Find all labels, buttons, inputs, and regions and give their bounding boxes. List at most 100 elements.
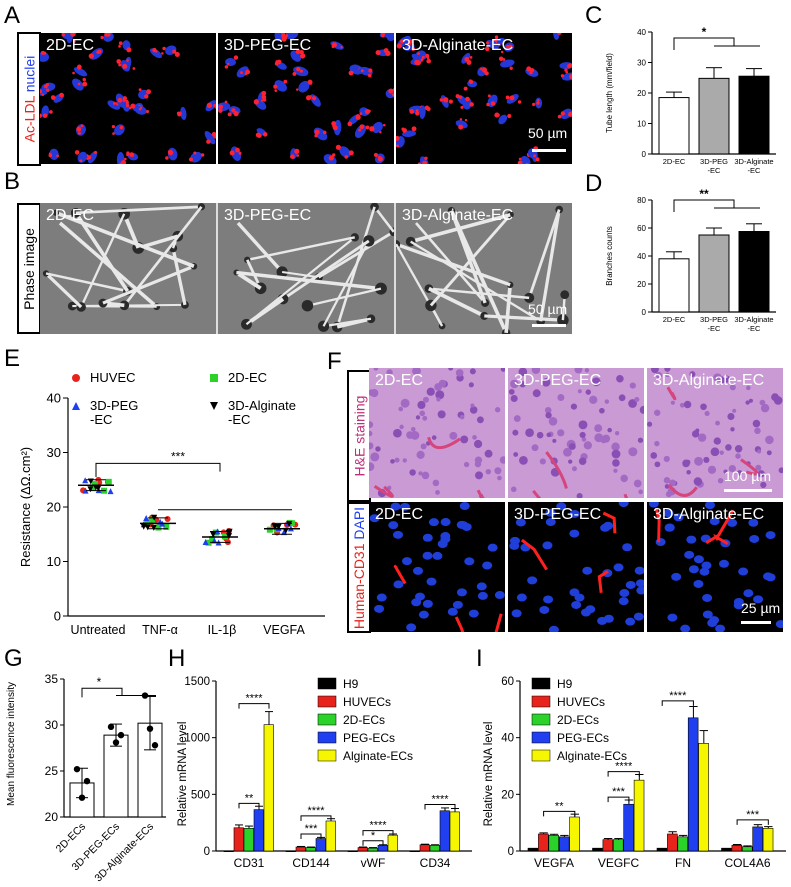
data-point bbox=[72, 374, 80, 382]
ldl-mark bbox=[500, 50, 504, 54]
significance-bracket bbox=[238, 703, 270, 709]
significance-bracket bbox=[607, 796, 630, 803]
he-nucleus-mark bbox=[583, 441, 592, 450]
ldl-mark bbox=[224, 100, 228, 104]
data-point bbox=[78, 794, 86, 801]
ldl-mark bbox=[448, 99, 453, 104]
ldl-mark bbox=[41, 93, 45, 97]
he-nucleus-mark bbox=[730, 427, 735, 432]
ldl-mark bbox=[299, 69, 303, 73]
nucleus-mark bbox=[487, 94, 498, 108]
he-nucleus-mark bbox=[484, 449, 493, 458]
dapi-nucleus-mark bbox=[693, 555, 704, 564]
he-nucleus-mark bbox=[594, 433, 604, 443]
ldl-mark bbox=[227, 112, 232, 117]
ldl-mark bbox=[505, 95, 510, 100]
dapi-nucleus-mark bbox=[699, 567, 710, 576]
significance-stars: ** bbox=[245, 792, 254, 804]
ldl-mark bbox=[466, 59, 472, 65]
he-nucleus-mark bbox=[571, 466, 577, 472]
y-tick-label: 80 bbox=[637, 196, 646, 205]
data-point bbox=[83, 777, 91, 785]
dapi-nucleus-mark bbox=[663, 509, 674, 518]
he-nucleus-mark bbox=[449, 431, 458, 440]
ldl-mark bbox=[235, 147, 240, 153]
bar bbox=[687, 717, 699, 852]
he-nucleus-mark bbox=[728, 464, 736, 473]
dapi-nucleus-mark bbox=[571, 600, 582, 609]
dapi-nucleus-mark bbox=[374, 604, 385, 613]
he-nucleus-mark bbox=[485, 468, 492, 475]
panel-a-image-alginate bbox=[396, 33, 572, 164]
ldl-mark bbox=[533, 154, 537, 158]
he-nucleus-mark bbox=[778, 467, 783, 474]
ldl-mark bbox=[82, 77, 86, 82]
he-nucleus-mark bbox=[394, 457, 400, 463]
dapi-nucleus-mark bbox=[426, 577, 437, 586]
ldl-mark bbox=[459, 118, 463, 121]
he-nucleus-mark bbox=[531, 444, 539, 452]
y-tick-label: 30 bbox=[47, 445, 61, 460]
ldl-mark bbox=[367, 73, 372, 78]
he-vessel-mark bbox=[532, 489, 542, 498]
dapi-nucleus-mark bbox=[459, 502, 470, 511]
dapi-nucleus-mark bbox=[748, 518, 759, 527]
dapi-nucleus-mark bbox=[447, 607, 458, 616]
ldl-mark bbox=[295, 49, 301, 55]
he-nucleus-mark bbox=[557, 429, 565, 437]
ldl-mark bbox=[568, 111, 572, 117]
ldl-mark bbox=[536, 101, 540, 105]
bar bbox=[325, 820, 336, 852]
nucleus-mark bbox=[313, 127, 328, 141]
panel-letter-d: D bbox=[585, 170, 603, 197]
ldl-mark bbox=[417, 162, 422, 164]
dapi-nucleus-mark bbox=[456, 588, 467, 597]
data-point bbox=[281, 529, 288, 536]
scale-bar-label: 100 µm bbox=[724, 468, 771, 484]
ldl-mark bbox=[283, 79, 288, 84]
ldl-mark bbox=[206, 139, 211, 144]
panel-f-tile-label: 3D-PEG-EC bbox=[514, 372, 602, 389]
y-axis-label: Resistance (ΔΩ.cm²) bbox=[18, 447, 33, 567]
significance-bracket bbox=[300, 833, 322, 839]
dapi-nucleus-mark bbox=[401, 557, 412, 566]
ldl-mark bbox=[106, 33, 111, 37]
data-point bbox=[144, 519, 151, 526]
he-nucleus-mark bbox=[665, 491, 672, 498]
dapi-nucleus-mark bbox=[468, 609, 479, 618]
y-tick-label: 30 bbox=[45, 718, 59, 732]
chart-c-tube-length: 0 10 20 30 40 Tube length (mm/field) 2D-EC 3D-P… bbox=[605, 25, 776, 175]
tube-mark bbox=[102, 264, 195, 305]
he-nucleus-mark bbox=[435, 390, 445, 400]
x-tick-label: Untreated bbox=[71, 623, 126, 637]
legend-label: -EC bbox=[228, 412, 250, 427]
panel-b-tile-label: 3D-Alginate-EC bbox=[402, 207, 514, 224]
bar bbox=[233, 827, 244, 852]
ldl-mark bbox=[358, 128, 362, 132]
significance-stars: **** bbox=[369, 820, 387, 832]
ldl-mark bbox=[118, 45, 121, 48]
ldl-mark bbox=[100, 35, 104, 40]
x-tick-label: COL4A6 bbox=[724, 856, 770, 870]
y-tick-label: 0 bbox=[642, 308, 647, 317]
ldl-mark bbox=[111, 124, 116, 129]
he-nucleus-mark bbox=[500, 368, 505, 372]
data-point bbox=[149, 516, 156, 523]
tube-mark bbox=[484, 314, 563, 322]
panel-a-tile-label: 3D-PEG-EC bbox=[224, 37, 312, 54]
significance-bracket bbox=[95, 462, 221, 478]
tile-divider bbox=[644, 368, 647, 498]
dapi-nucleus-mark bbox=[743, 589, 754, 598]
ldl-mark bbox=[275, 60, 279, 63]
dapi-nucleus-mark bbox=[603, 614, 614, 623]
he-nucleus-mark bbox=[369, 389, 375, 396]
he-nucleus-mark bbox=[654, 440, 660, 447]
he-nucleus-mark bbox=[653, 409, 661, 417]
he-nucleus-mark bbox=[745, 400, 750, 405]
data-point bbox=[92, 481, 99, 488]
dapi-nucleus-mark bbox=[511, 609, 522, 618]
he-nucleus-mark bbox=[663, 455, 670, 463]
dapi-nucleus-mark bbox=[709, 517, 720, 526]
legend-swatch bbox=[317, 677, 337, 690]
